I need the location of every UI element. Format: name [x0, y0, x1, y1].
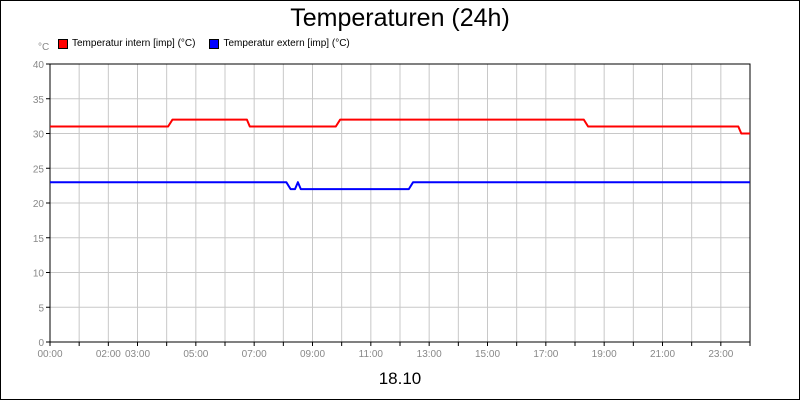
legend-swatch-extern [209, 38, 220, 49]
y-tick-label: 0 [38, 338, 44, 349]
y-tick-label: 30 [33, 130, 45, 141]
x-tick-label: 21:00 [650, 349, 675, 360]
legend-label-intern: Temperatur intern [imp] (°C) [72, 38, 196, 49]
y-tick-label: 10 [33, 269, 45, 280]
x-tick-label: 17:00 [533, 349, 558, 360]
x-tick-label: 11:00 [359, 349, 384, 360]
y-tick-label: 15 [33, 234, 45, 245]
series-line-extern [50, 181, 750, 191]
x-tick-label: 00:00 [37, 349, 62, 360]
x-tick-label: 02:00 [96, 349, 121, 360]
x-tick-label: 05:00 [183, 349, 208, 360]
y-tick-label: 25 [33, 164, 45, 175]
x-tick-label: 03:00 [125, 349, 150, 360]
x-tick-label: 09:00 [300, 349, 325, 360]
y-tick-label: 35 [33, 95, 45, 106]
x-tick-label: 13:00 [417, 349, 442, 360]
y-tick-label: 40 [33, 60, 45, 71]
legend-swatch-intern [58, 38, 68, 49]
x-tick-label: 07:00 [242, 349, 267, 360]
x-tick-label: 23:00 [708, 349, 733, 360]
series-line-intern [50, 118, 750, 135]
x-tick-label: 15:00 [475, 349, 500, 360]
y-tick-label: 20 [33, 199, 45, 210]
x-tick-label: 19:00 [592, 349, 617, 360]
chart-title: Temperaturen (24h) [290, 4, 510, 32]
legend-label-extern: Temperatur extern [imp] (°C) [223, 38, 350, 49]
y-axis-unit-label: °C [38, 42, 50, 53]
legend-item-extern: Temperatur extern [imp] (°C) [209, 38, 350, 49]
legend: Temperatur intern [imp] (°C) Temperatur … [58, 38, 364, 49]
legend-item-intern: Temperatur intern [imp] (°C) [58, 38, 195, 49]
x-axis-date-label: 18.10 [378, 369, 422, 388]
y-tick-label: 5 [38, 303, 44, 314]
